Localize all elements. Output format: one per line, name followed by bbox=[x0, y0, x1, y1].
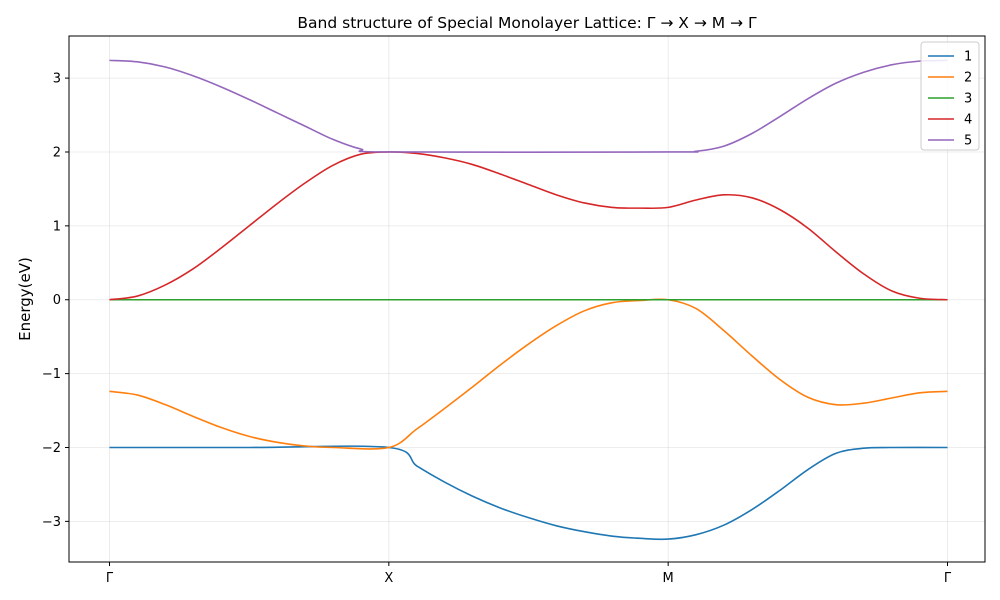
y-axis-label: Energy(eV) bbox=[16, 257, 34, 341]
y-tick-label: 1 bbox=[53, 219, 61, 234]
y-tick-label: 2 bbox=[53, 145, 61, 160]
series-line-4 bbox=[109, 151, 948, 301]
series-line-5 bbox=[109, 59, 948, 154]
x-tick-label: Γ bbox=[944, 571, 952, 586]
x-tick-label: X bbox=[384, 571, 393, 586]
x-tick-label: M bbox=[663, 571, 674, 586]
legend-label-5: 5 bbox=[964, 134, 972, 149]
legend-label-1: 1 bbox=[964, 50, 972, 65]
y-tick-label: −2 bbox=[42, 441, 61, 456]
legend-label-4: 4 bbox=[964, 113, 972, 128]
plot-frame bbox=[68, 35, 986, 563]
chart-title: Band structure of Special Monolayer Latt… bbox=[297, 14, 757, 32]
series-lines bbox=[109, 59, 948, 541]
legend: 1 2 3 4 5 bbox=[920, 41, 980, 151]
legend-label-2: 2 bbox=[964, 71, 972, 86]
series-line-2 bbox=[109, 298, 948, 450]
x-tick-label: Γ bbox=[106, 571, 114, 586]
y-tick-label: 0 bbox=[53, 293, 61, 308]
legend-box bbox=[920, 41, 980, 151]
y-tick-label: 3 bbox=[53, 72, 61, 87]
y-tick-label: −3 bbox=[42, 515, 61, 530]
y-tick-label: −1 bbox=[42, 367, 61, 382]
y-axis-ticks: −3 −2 −1 0 1 2 3 bbox=[42, 72, 69, 530]
series-line-1 bbox=[109, 445, 948, 541]
legend-label-3: 3 bbox=[964, 92, 972, 107]
